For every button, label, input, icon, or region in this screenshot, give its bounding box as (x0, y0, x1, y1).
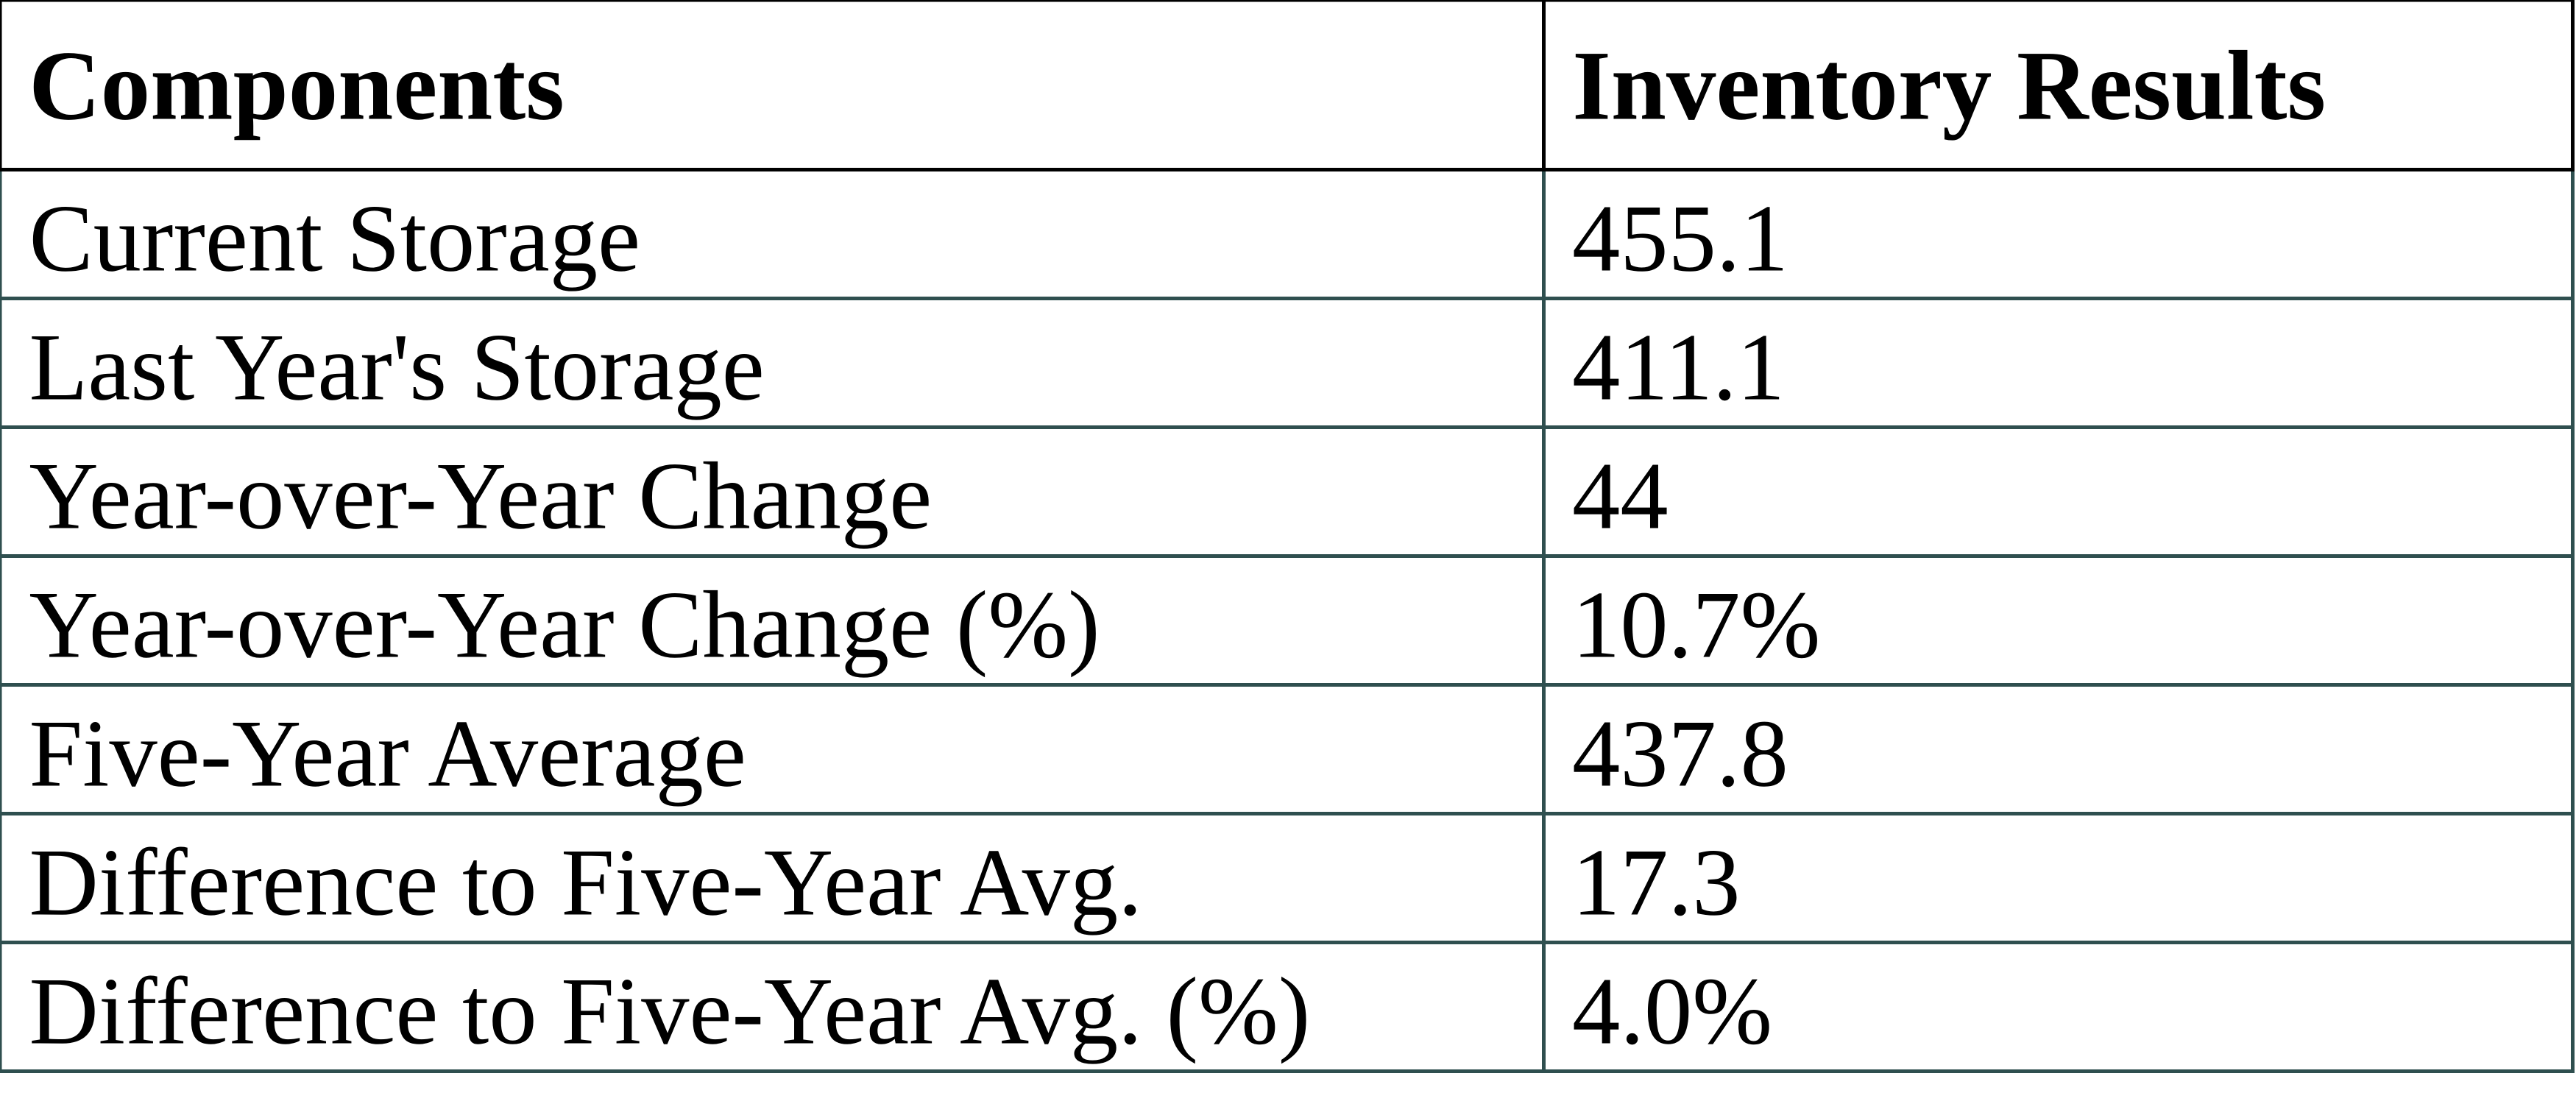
svg-text:Five-Year Average: Five-Year Average (29, 701, 746, 807)
svg-text:10.7%: 10.7% (1572, 573, 1820, 679)
svg-text:17.3: 17.3 (1572, 830, 1741, 936)
svg-text:437.8: 437.8 (1572, 701, 1788, 807)
svg-text:Difference to Five-Year Avg. (: Difference to Five-Year Avg. (%) (29, 959, 1311, 1065)
svg-text:Year-over-Year Change: Year-over-Year Change (29, 444, 933, 550)
svg-text:4.0%: 4.0% (1572, 959, 1772, 1065)
svg-text:Last Year's Storage: Last Year's Storage (29, 315, 765, 421)
svg-text:Current Storage: Current Storage (29, 186, 641, 292)
svg-text:455.1: 455.1 (1572, 186, 1788, 292)
svg-text:Components: Components (29, 32, 565, 141)
svg-text:Inventory Results: Inventory Results (1572, 32, 2326, 141)
svg-text:411.1: 411.1 (1572, 315, 1785, 421)
svg-text:Difference to Five-Year Avg.: Difference to Five-Year Avg. (29, 830, 1142, 936)
svg-text:44: 44 (1572, 444, 1669, 550)
svg-text:Year-over-Year Change (%): Year-over-Year Change (%) (29, 573, 1100, 679)
